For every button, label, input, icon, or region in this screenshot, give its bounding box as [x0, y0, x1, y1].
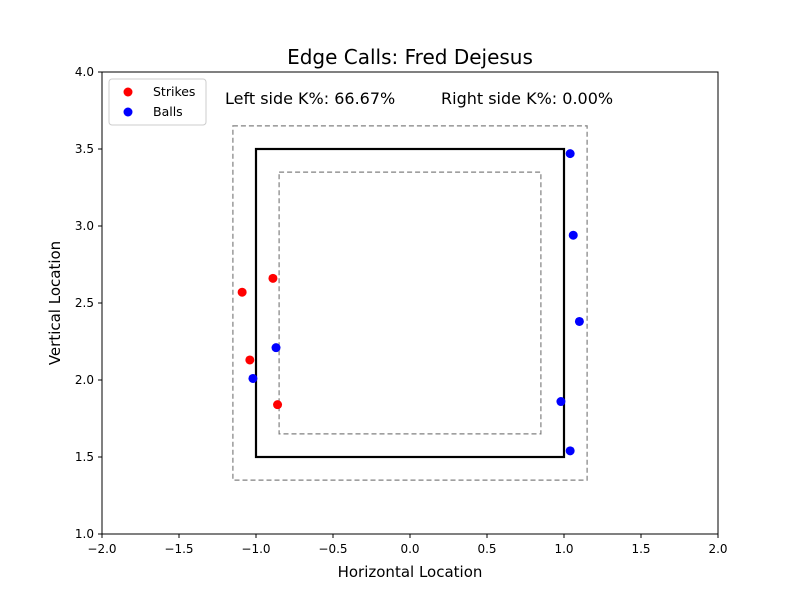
- y-tick-label: 1.5: [75, 450, 94, 464]
- zones-layer: [232, 125, 588, 481]
- strikes-point-2: [245, 355, 255, 365]
- balls-point-3: [568, 230, 578, 240]
- legend-marker-strikes: [123, 87, 133, 97]
- legend-box: [108, 78, 207, 126]
- balls-point-5: [556, 397, 566, 407]
- x-tick-label: −2.0: [87, 542, 116, 556]
- y-axis: 1.0 1.5 2.0 2.5 3.0 3.5 4.0: [75, 65, 102, 541]
- strike-zone: [254, 147, 566, 459]
- legend-label-strikes: Strikes: [153, 84, 195, 99]
- x-axis-label: Horizontal Location: [338, 563, 483, 581]
- x-tick-label: −1.0: [241, 542, 270, 556]
- legend-label-balls: Balls: [153, 104, 183, 119]
- strikes-point-3: [273, 400, 283, 410]
- y-tick-label: 4.0: [75, 65, 94, 79]
- outer-edge-zone: [232, 125, 588, 481]
- x-axis: −2.0 −1.5 −1.0 −0.5 0.0 0.5 1.0 1.5 2.0: [87, 534, 728, 556]
- right-side-k-annotation: Right side K%: 0.00%: [441, 89, 613, 108]
- balls-point-1: [248, 373, 258, 383]
- legend: Strikes Balls: [108, 78, 207, 126]
- strikes-point-0: [237, 287, 247, 297]
- balls-point-4: [574, 316, 584, 326]
- legend-marker-balls: [123, 107, 133, 117]
- y-tick-label: 3.0: [75, 219, 94, 233]
- y-tick-label: 1.0: [75, 527, 94, 541]
- x-tick-label: 0.0: [400, 542, 419, 556]
- x-tick-label: 1.5: [631, 542, 650, 556]
- x-tick-label: 2.0: [708, 542, 727, 556]
- balls-point-6: [565, 446, 575, 456]
- x-tick-label: 1.0: [554, 542, 573, 556]
- y-tick-label: 3.5: [75, 142, 94, 156]
- y-axis-label: Vertical Location: [46, 241, 64, 365]
- x-tick-label: −1.5: [164, 542, 193, 556]
- inner-edge-zone: [278, 171, 542, 435]
- strikes-point-1: [268, 273, 278, 283]
- balls-point-0: [271, 343, 281, 353]
- y-tick-label: 2.0: [75, 373, 94, 387]
- left-side-k-annotation: Left side K%: 66.67%: [225, 89, 395, 108]
- plot-area-frame: [101, 71, 719, 535]
- chart-title: Edge Calls: Fred Dejesus: [287, 45, 533, 69]
- x-tick-label: 0.5: [477, 542, 496, 556]
- balls-point-2: [565, 149, 575, 159]
- x-tick-label: −0.5: [318, 542, 347, 556]
- y-tick-label: 2.5: [75, 296, 94, 310]
- points-layer: [237, 149, 584, 456]
